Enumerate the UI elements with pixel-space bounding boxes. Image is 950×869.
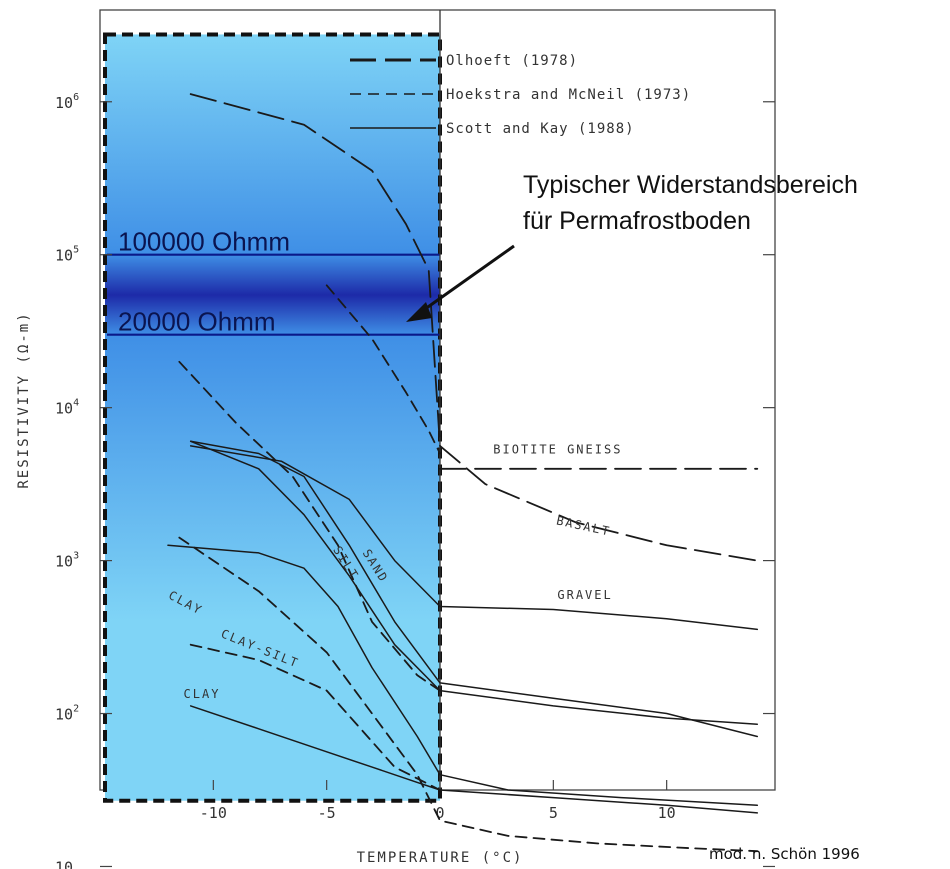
x-axis-label: TEMPERATURE (°C)	[357, 850, 524, 866]
legend-label-0: Olhoeft (1978)	[446, 53, 578, 69]
source-credit: mod. n. Schön 1996	[709, 845, 860, 863]
y-tick-exponent-3: 4	[73, 398, 79, 409]
annotation-arrow	[406, 244, 515, 322]
series-curve-3	[178, 536, 759, 853]
legend-label-2: Scott and Kay (1988)	[446, 121, 635, 137]
annotation-line-2: für Permafrostboden	[523, 207, 751, 235]
y-tick-label-3: 104	[55, 398, 79, 418]
arrow-head	[406, 302, 432, 322]
y-tick-label-1: 102	[55, 704, 79, 724]
x-tick-label-0: -10	[200, 804, 227, 822]
series-curve-0	[189, 93, 759, 562]
y-tick-label-0: 10	[55, 858, 73, 869]
curve-label-7: CLAY	[184, 687, 221, 701]
series-curve-7	[189, 440, 759, 725]
y-tick-label-5: 106	[55, 92, 79, 112]
y-axis-label: RESISTIVITY (Ω-m)	[16, 311, 32, 488]
series-curve-10	[189, 705, 759, 814]
series-curve-6	[189, 445, 759, 631]
y-tick-exponent-2: 3	[73, 551, 79, 562]
y-tick-exponent-4: 5	[73, 245, 79, 256]
legend: Olhoeft (1978) Hoekstra and McNeil (1973)…	[350, 53, 691, 137]
series-curve-8	[189, 440, 759, 738]
annotation-line-1: Typischer Widerstandsbereich	[523, 171, 858, 199]
x-tick-label-3: 5	[549, 804, 558, 822]
permafrost-range-box	[103, 32, 442, 803]
curve-label-2: GRAVEL	[557, 588, 612, 602]
curve-label-0: BIOTITE GNEISS	[493, 443, 622, 457]
series-curve-4	[189, 643, 441, 791]
x-tick-label-1: -5	[318, 804, 336, 822]
threshold-label-0: 100000 Ohmm	[118, 227, 290, 257]
arrow-shaft	[417, 244, 515, 316]
y-tick-label-2: 103	[55, 551, 79, 571]
y-tick-exponent-1: 2	[73, 704, 79, 715]
series-curve-5	[178, 360, 441, 692]
curve-label-1: BASALT	[555, 513, 612, 538]
series-curve-9	[167, 544, 759, 807]
legend-label-1: Hoekstra and McNeil (1973)	[446, 87, 691, 103]
x-tick-label-4: 10	[658, 804, 676, 822]
x-tick-label-2: 0	[435, 804, 444, 822]
series-curve-2	[325, 284, 441, 455]
threshold-label-1: 20000 Ohmm	[118, 307, 276, 337]
y-tick-exponent-5: 6	[73, 92, 79, 103]
y-tick-label-4: 105	[55, 245, 79, 265]
